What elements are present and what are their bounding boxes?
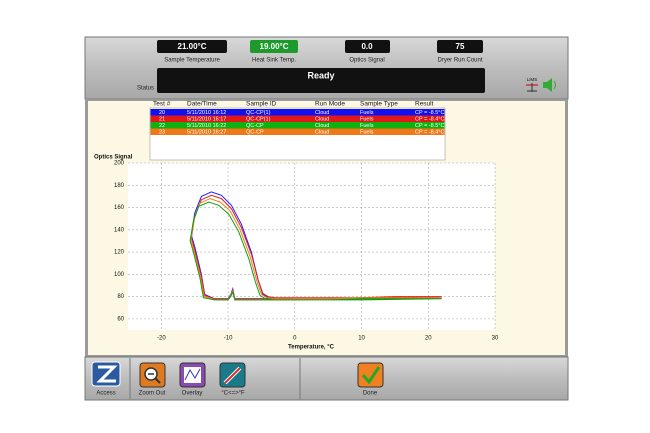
table-cell: QC-CP(1) xyxy=(246,116,271,122)
results-table: Test # Date/Time Sample ID Run Mode Sample T… xyxy=(150,101,445,135)
status-box xyxy=(157,68,485,93)
data-line xyxy=(189,201,442,301)
table-cell: Cloud xyxy=(315,123,329,129)
speaker-icon[interactable] xyxy=(543,78,556,92)
x-axis-label: Temperature, °C xyxy=(288,345,335,351)
y-tick-label: 200 xyxy=(114,161,125,167)
indicator-value: 0.0 xyxy=(361,42,373,51)
lims-icon[interactable] xyxy=(526,83,538,92)
button-label: Done xyxy=(363,391,378,397)
done-button[interactable] xyxy=(357,362,384,388)
indicator-label: Heat Sink Temp. xyxy=(252,58,296,64)
x-tick-label: 0 xyxy=(293,336,297,342)
button-label: Access xyxy=(96,391,115,397)
indicator-box xyxy=(345,40,390,53)
lims-label: LIMS xyxy=(527,77,538,82)
table-cell: 5/11/2010 16:17 xyxy=(187,116,226,122)
unit-toggle-button[interactable] xyxy=(219,362,246,388)
indicator-value: 19.00°C xyxy=(260,42,289,51)
status-label: Status xyxy=(137,86,154,92)
column-header: Sample Type xyxy=(360,101,398,108)
table-cell: Fuels xyxy=(360,123,374,129)
column-header: Sample ID xyxy=(246,101,277,108)
y-tick-label: 160 xyxy=(114,205,125,211)
indicator-label: Dryer Run Count xyxy=(437,58,482,64)
indicator-box xyxy=(157,40,227,53)
table-cell: 21 xyxy=(159,116,165,122)
y-tick-label: 180 xyxy=(114,183,125,189)
table-row xyxy=(150,115,445,122)
zoom-out-button[interactable] xyxy=(139,362,166,388)
table-row xyxy=(150,109,445,116)
table-cell: 5/11/2010 16:27 xyxy=(187,129,226,135)
y-tick-label: 80 xyxy=(117,294,124,300)
table-cell: QC-CP xyxy=(246,123,264,129)
table-cell: Fuels xyxy=(360,129,374,135)
x-tick-label: 10 xyxy=(358,336,365,342)
table-cell: CP = -8.5°C xyxy=(415,110,444,116)
column-header: Result xyxy=(415,101,434,108)
indicator-box xyxy=(437,40,483,53)
table-cell: Fuels xyxy=(360,110,374,116)
table-cell: Cloud xyxy=(315,116,329,122)
indicator-value: 75 xyxy=(456,42,465,51)
table-row xyxy=(150,128,445,135)
plot-area xyxy=(128,163,495,330)
table-cell: CP = -8.5°C xyxy=(415,123,444,129)
table-cell: 22 xyxy=(159,123,165,129)
table-cell: Fuels xyxy=(360,116,374,122)
table-cell: 5/11/2010 16:12 xyxy=(187,110,226,116)
y-tick-label: 100 xyxy=(114,272,125,278)
indicator-value: 21.00°C xyxy=(178,42,207,51)
x-tick-label: -10 xyxy=(224,336,233,342)
table-cell: 5/11/2010 16:22 xyxy=(187,123,226,129)
x-tick-label: 30 xyxy=(492,336,499,342)
table-cell: CP = -8.4°C xyxy=(415,129,444,135)
table-cell: Cloud xyxy=(315,110,329,116)
chart: 60 80 100 120 140 160 180 200 -20 -10 0 10 20 30 xyxy=(114,161,499,342)
indicator-label: Sample Temperature xyxy=(164,58,220,64)
table-cell: QC-CP xyxy=(246,129,264,135)
status-text: Ready xyxy=(307,70,334,80)
column-header: Test # xyxy=(153,101,171,108)
overlay-button[interactable] xyxy=(179,362,206,388)
table-cell: QC-CP(1) xyxy=(246,110,271,116)
indicator-box xyxy=(250,40,298,53)
table-row xyxy=(150,122,445,129)
y-tick-label: 120 xyxy=(114,250,125,256)
button-label: °C<=>°F xyxy=(221,391,245,397)
table-cell: CP = -8.4°C xyxy=(415,116,444,122)
column-header: Run Mode xyxy=(315,101,345,108)
table-cell: Cloud xyxy=(315,129,329,135)
x-tick-label: -20 xyxy=(157,336,166,342)
indicator-label: Optics Signal xyxy=(349,58,384,64)
column-header: Date/Time xyxy=(187,101,217,108)
table-cell: 20 xyxy=(159,110,165,116)
button-label: Overlay xyxy=(182,391,203,397)
table-cell: 23 xyxy=(159,129,165,135)
button-label: Zoom Out xyxy=(139,391,166,397)
x-tick-label: 20 xyxy=(425,336,432,342)
access-button[interactable] xyxy=(91,361,121,387)
y-axis-label: Optics Signal xyxy=(94,155,133,161)
y-tick-label: 60 xyxy=(117,316,124,322)
y-tick-label: 140 xyxy=(114,227,125,233)
